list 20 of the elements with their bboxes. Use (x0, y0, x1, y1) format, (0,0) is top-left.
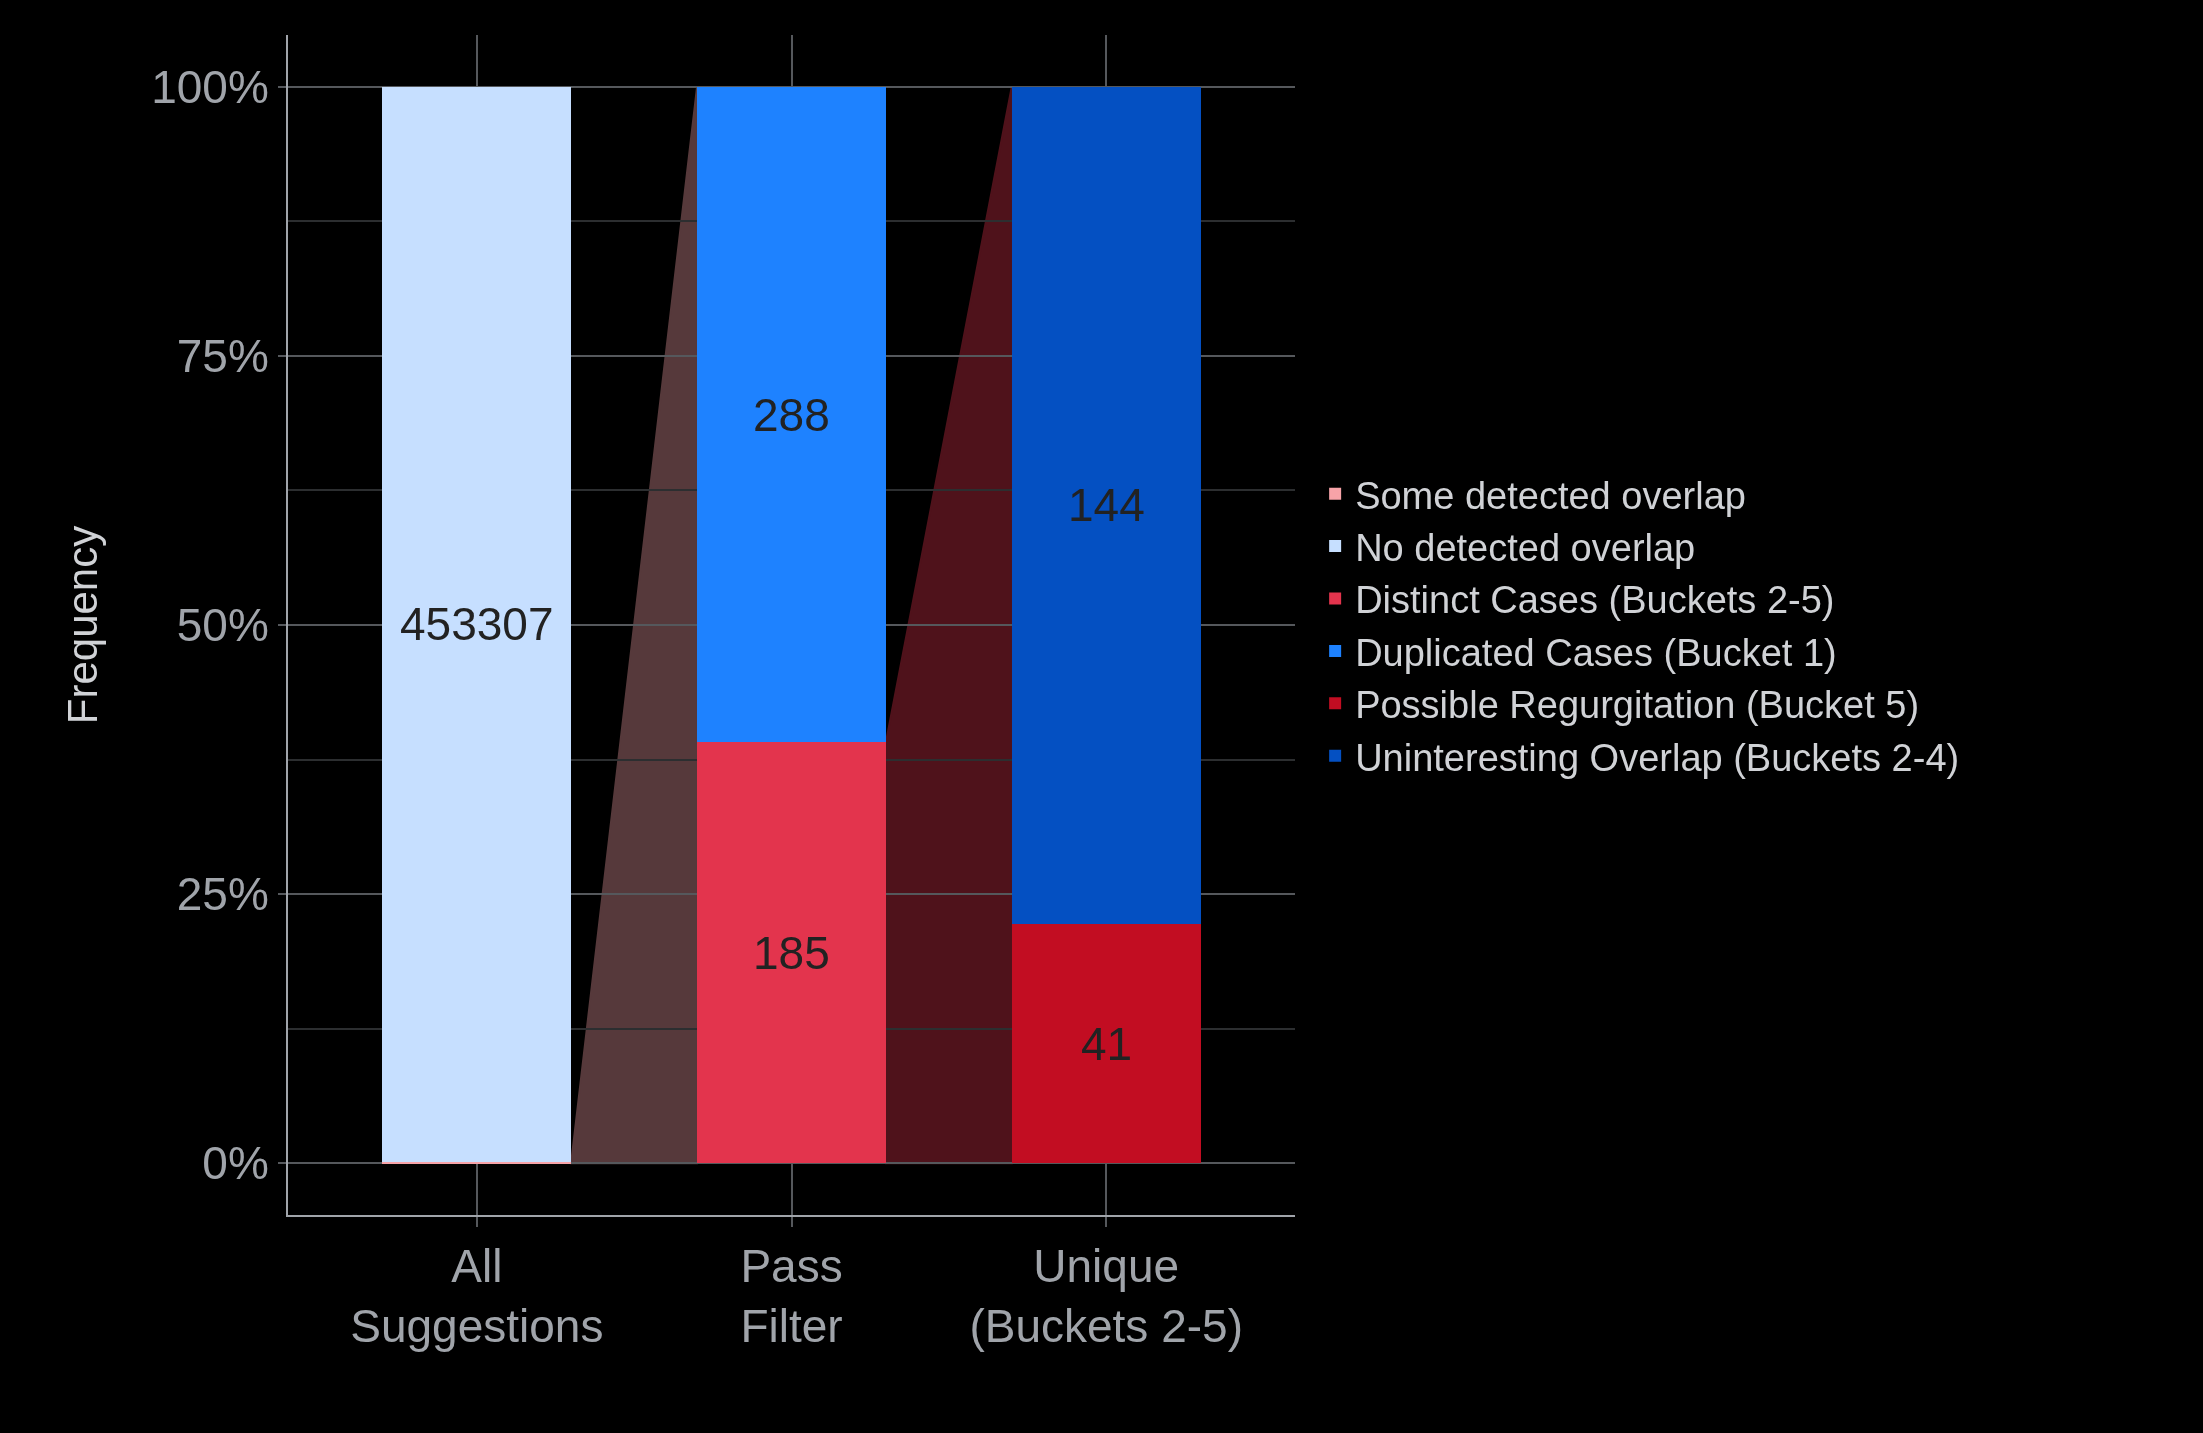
y-axis-title: Frequency (59, 525, 107, 725)
annotation: 41 (1081, 1018, 1133, 1070)
annotation: 288 (753, 389, 830, 441)
legend-label: Distinct Cases (Buckets 2-5) (1355, 579, 1835, 622)
annotation: 144 (1068, 479, 1145, 531)
y-tick-label: 100% (151, 60, 269, 113)
y-tick-label: 0% (202, 1137, 269, 1190)
legend-label: Duplicated Cases (Bucket 1) (1355, 631, 1837, 674)
legend-label: No detected overlap (1355, 526, 1696, 569)
y-tick-label: 75% (176, 329, 269, 382)
x-tick-label: All Suggestions (350, 1240, 604, 1352)
x-tick-label: Pass Filter (740, 1240, 843, 1352)
legend-label: Uninteresting Overlap (Buckets 2-4) (1355, 736, 1960, 779)
y-tick-label: 50% (176, 599, 269, 652)
annotation: 185 (753, 927, 830, 979)
y-tick-label: 25% (176, 868, 269, 921)
annotation: 453307 (400, 598, 554, 650)
legend-label: Possible Regurgitation (Bucket 5) (1355, 684, 1920, 727)
legend-label: Some detected overlap (1355, 474, 1746, 517)
x-tick-label: Unique (Buckets 2-5) (969, 1240, 1243, 1352)
